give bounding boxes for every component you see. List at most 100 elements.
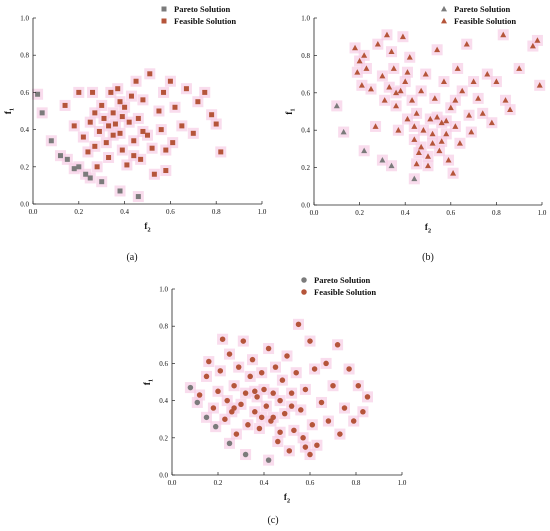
x-tick-label: 0.6 — [166, 208, 175, 216]
feasible-point — [71, 123, 77, 129]
feasible-point — [62, 102, 68, 108]
y-tick-label: 0.8 — [20, 52, 29, 60]
feasible-point — [325, 418, 332, 424]
feasible-point — [222, 416, 228, 422]
feasible-point — [149, 145, 155, 151]
feasible-point — [254, 394, 260, 400]
feasible-point — [119, 114, 125, 120]
pareto-point — [361, 147, 368, 154]
feasible-point — [263, 403, 270, 409]
feasible-point — [106, 155, 112, 160]
feasible-point — [115, 86, 121, 92]
feasible-point — [360, 409, 366, 415]
x-tick-label: 0.2 — [214, 479, 223, 487]
x-tick-label: 0.2 — [355, 209, 364, 217]
x-tick-label: 0.4 — [120, 208, 129, 216]
feasible-point — [418, 143, 425, 150]
x-tick-label: 0.8 — [212, 208, 221, 216]
feasible-point — [314, 442, 320, 448]
scatter-panel-1: 0.0 0.2 0.4 0.6 0.8 1.0 0.0 0.2 0.4 0.6 0.8 1.0 f2 f1… — [3, 4, 267, 263]
feasible-point — [108, 89, 114, 95]
feasible-point — [92, 143, 98, 149]
feasible-point — [291, 427, 297, 434]
feasible-point — [443, 130, 450, 137]
feasible-point — [140, 97, 146, 103]
feasible-point — [452, 97, 459, 103]
feasible-point — [245, 422, 251, 428]
feasible-point — [163, 147, 169, 153]
feasible-point — [202, 89, 208, 95]
feasible-point — [364, 394, 371, 400]
feasible-point — [80, 134, 86, 140]
feasible-point — [479, 110, 486, 116]
feasible-point — [330, 382, 336, 389]
feasible-point — [381, 97, 388, 103]
y-tick-label: 0.2 — [301, 164, 310, 172]
y-tick-label: 1.0 — [301, 15, 310, 23]
y-tick-label: 0.6 — [20, 89, 29, 97]
x-axis-label: f2 — [284, 492, 290, 505]
x-tick-label: 0.0 — [310, 209, 319, 217]
feasible-point — [354, 69, 361, 75]
feasible-point — [133, 78, 139, 84]
y-axis-label: f1 — [142, 379, 155, 385]
x-axis-label: f2 — [425, 222, 431, 235]
pareto-point — [35, 91, 41, 97]
feasible-point — [238, 401, 244, 408]
feasible-point — [358, 82, 365, 88]
feasible-point — [76, 89, 82, 95]
pareto-point — [333, 102, 340, 109]
feasible-point — [90, 89, 96, 95]
feasible-point — [507, 106, 514, 112]
x-tick-label: 0.8 — [352, 479, 361, 487]
pareto-point — [226, 440, 233, 447]
feasible-point — [94, 164, 100, 170]
feasible-point — [361, 52, 368, 58]
feasible-point — [452, 123, 459, 129]
y-tick-label: 1.0 — [159, 286, 168, 294]
feasible-point — [265, 345, 272, 352]
feasible-point — [484, 70, 491, 77]
y-tick-label: 0.8 — [301, 52, 310, 60]
feasible-point — [438, 119, 445, 126]
y-axis-label: f1 — [284, 108, 297, 114]
feasible-point — [209, 112, 215, 118]
feasible-point — [431, 95, 438, 101]
feasible-point — [117, 130, 123, 136]
feasible-point — [388, 48, 395, 55]
feasible-point — [151, 171, 157, 177]
feasible-point — [270, 390, 276, 396]
y-tick-label: 1.0 — [20, 15, 29, 23]
feasible-point — [183, 86, 189, 92]
feasible-point — [456, 140, 463, 146]
feasible-point — [119, 147, 125, 153]
legend: Pareto Solution Feasible Solution — [161, 4, 236, 26]
pareto-point — [212, 423, 219, 430]
pareto-point — [187, 384, 194, 391]
feasible-point — [103, 140, 109, 146]
feasible-point — [224, 397, 230, 404]
scatter-panel-2: 0.0 0.2 0.4 0.6 0.8 1.0 0.0 0.2 0.4 0.6 0.8 1.0 f2 f1… — [284, 4, 547, 263]
feasible-point — [206, 358, 212, 365]
feasible-point — [323, 360, 329, 367]
feasible-point — [122, 104, 128, 110]
feasible-point — [300, 435, 306, 441]
feasible-point — [298, 407, 304, 413]
feasible-point — [404, 115, 411, 122]
x-tick-label: 0.4 — [401, 209, 410, 217]
pareto-point — [83, 171, 89, 177]
legend-pareto-marker — [441, 5, 447, 12]
x-tick-label: 0.4 — [260, 479, 269, 487]
x-tick-label: 1.0 — [258, 208, 267, 216]
pareto-point — [340, 128, 347, 135]
y-tick-label: 0.8 — [159, 323, 168, 331]
feasible-point — [516, 65, 523, 71]
feasible-point — [404, 69, 411, 75]
feasible-point — [272, 364, 279, 370]
feasible-point — [395, 127, 402, 133]
feasible-point — [307, 451, 313, 458]
feasible-point — [390, 65, 397, 71]
feasible-point — [252, 409, 258, 415]
pareto-point — [87, 175, 93, 181]
